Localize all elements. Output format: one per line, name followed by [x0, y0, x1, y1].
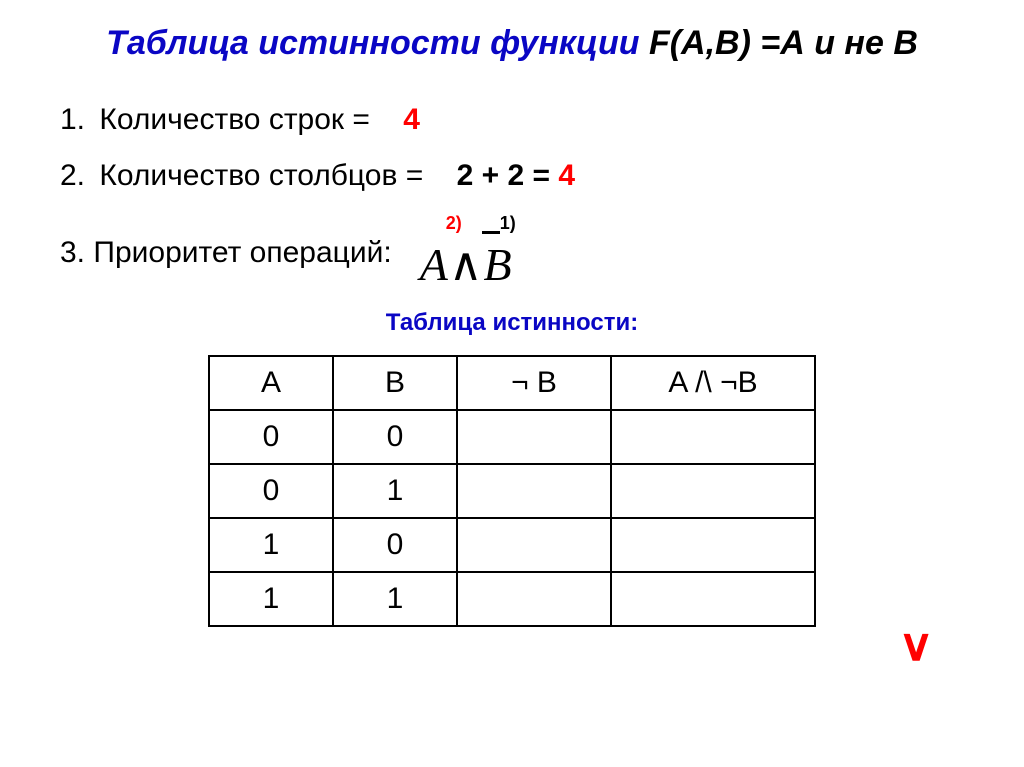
annot-2: 2)	[446, 213, 462, 234]
line-cols: 2. Количество столбцов = 2 + 2 = 4	[60, 159, 974, 193]
checkmark-icon: ∨	[898, 620, 933, 671]
formula-box: A∧B 2) 1)	[420, 215, 513, 291]
table-cell: 0	[209, 464, 333, 518]
line2-label: Количество столбцов =	[99, 159, 423, 192]
line3-marker: 3.	[60, 236, 85, 269]
table-cell: 1	[209, 572, 333, 626]
line2-marker: 2.	[60, 159, 85, 192]
line-priority: 3. Приоритет операций: A∧B 2) 1)	[60, 215, 974, 291]
table-cell: 1	[209, 518, 333, 572]
line2-expr-red: 4	[558, 159, 575, 192]
table-cell	[611, 464, 815, 518]
table-header-row: A B ¬ B A /\ ¬B	[209, 356, 815, 410]
title-prefix: Таблица истинности функции	[106, 24, 639, 62]
truth-table: A B ¬ B A /\ ¬B 00011011	[208, 355, 816, 627]
table-cell	[457, 464, 611, 518]
table-subtitle: Таблица истинности:	[50, 309, 974, 337]
line-rows: 1. Количество строк = 4	[60, 103, 974, 137]
line1-marker: 1.	[60, 103, 85, 136]
annot-1: 1)	[500, 213, 516, 234]
formula-A: A	[420, 239, 449, 290]
table-cell: 0	[209, 410, 333, 464]
table-row: 11	[209, 572, 815, 626]
table-row: 10	[209, 518, 815, 572]
th-A: A	[209, 356, 333, 410]
table-cell: 0	[333, 410, 457, 464]
title-func: F(A,B) =А и не В	[649, 24, 918, 62]
th-notB: ¬ B	[457, 356, 611, 410]
table-cell: 0	[333, 518, 457, 572]
formula-wedge: ∧	[449, 239, 484, 290]
line1-label: Количество строк =	[99, 103, 370, 136]
line2-expr-black: 2 + 2 =	[457, 159, 559, 192]
table-row: 01	[209, 464, 815, 518]
table-cell	[611, 410, 815, 464]
page-title: Таблица истинности функции F(A,B) =А и н…	[50, 24, 974, 63]
th-B: B	[333, 356, 457, 410]
line1-value: 4	[403, 103, 420, 136]
table-cell: 1	[333, 464, 457, 518]
table-cell	[457, 518, 611, 572]
th-AandNotB: A /\ ¬B	[611, 356, 815, 410]
table-cell	[457, 410, 611, 464]
table-cell	[457, 572, 611, 626]
table-row: 00	[209, 410, 815, 464]
table-cell: 1	[333, 572, 457, 626]
table-cell	[611, 572, 815, 626]
line3-label: Приоритет операций:	[93, 236, 391, 269]
formula-B: B	[483, 239, 512, 290]
table-cell	[611, 518, 815, 572]
annot-1-bar	[482, 231, 500, 234]
